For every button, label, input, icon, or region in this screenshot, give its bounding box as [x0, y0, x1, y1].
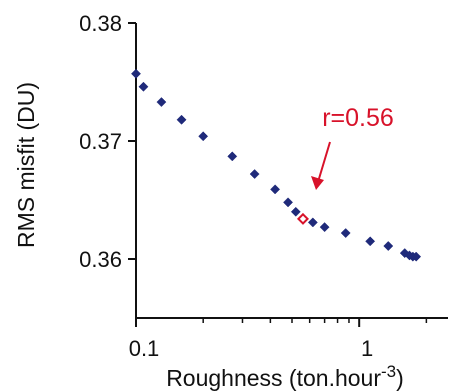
data-point — [283, 197, 293, 208]
chart-axes — [135, 23, 448, 319]
x-tick-label: 1 — [361, 336, 373, 361]
data-point — [319, 222, 330, 233]
annotation-arrow-shaft — [317, 141, 331, 183]
y-tick-label: 0.36 — [79, 247, 122, 272]
y-axis-title: RMS misfit (DU) — [13, 82, 39, 248]
annotation-arrow — [311, 141, 331, 190]
y-tick-label: 0.37 — [79, 129, 122, 154]
data-point — [270, 184, 281, 195]
data-point — [307, 217, 318, 228]
highlighted-point — [296, 212, 309, 225]
data-point — [340, 228, 351, 238]
annotation-arrow-head — [311, 176, 324, 190]
data-point — [176, 114, 187, 125]
data-point — [411, 251, 422, 262]
x-axis-title-prefix: Roughness (ton.hour — [166, 365, 381, 391]
annotation-label: r=0.56 — [322, 104, 394, 132]
data-point — [156, 97, 167, 108]
x-axis-title: Roughness (ton.hour-3) — [166, 362, 404, 391]
data-point — [249, 169, 260, 179]
chart-points — [131, 68, 422, 262]
data-point — [383, 241, 394, 251]
data-point — [290, 206, 301, 217]
y-tick-label: 0.38 — [79, 11, 122, 36]
data-point — [365, 236, 376, 247]
chart-highlight — [296, 212, 309, 225]
data-point — [131, 68, 141, 79]
data-point — [198, 131, 209, 142]
data-point — [138, 81, 149, 92]
x-axis-title-suffix: ) — [396, 365, 404, 391]
x-axis-title-exponent: -3 — [381, 362, 396, 381]
chart-ticks: 0.36 0.37 0.38 0.1 1 — [79, 11, 428, 361]
data-point — [227, 151, 238, 162]
x-tick-label: 0.1 — [129, 336, 160, 361]
